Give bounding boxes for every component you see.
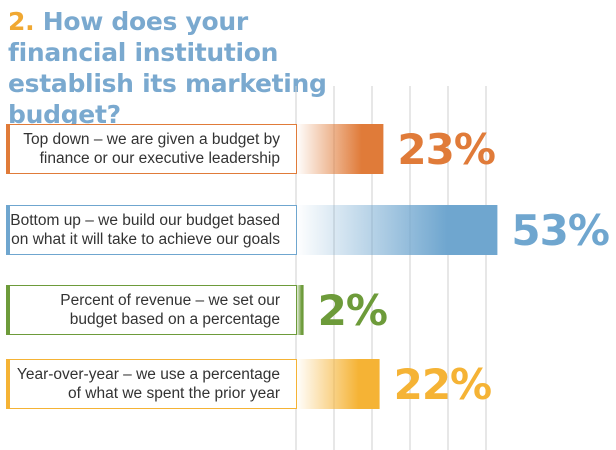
bar: [296, 205, 498, 255]
bars: Top down – we are given a budget by finan…: [6, 124, 610, 409]
question-number: 2.: [8, 7, 35, 36]
bar: [296, 359, 380, 409]
value-label: 23%: [397, 125, 495, 174]
category-label: Percent of revenue – we set our budget ba…: [60, 292, 280, 328]
category-box: [6, 285, 297, 335]
value-label: 2%: [318, 286, 387, 335]
category-accent: [6, 205, 10, 255]
category-label: Top down – we are given a budget by finan…: [23, 131, 280, 167]
value-label: 22%: [394, 360, 492, 409]
value-label: 53%: [511, 206, 609, 255]
category-accent: [6, 285, 10, 335]
bar: [296, 285, 304, 335]
category-accent: [6, 359, 10, 409]
bar: [296, 124, 384, 174]
category-accent: [6, 124, 10, 174]
category-label: Year-over-year – we use a percentage of w…: [17, 366, 280, 402]
category-label: Bottom up – we build our budget based on …: [10, 212, 280, 248]
category-box: [6, 359, 297, 409]
category-box: [6, 205, 297, 255]
